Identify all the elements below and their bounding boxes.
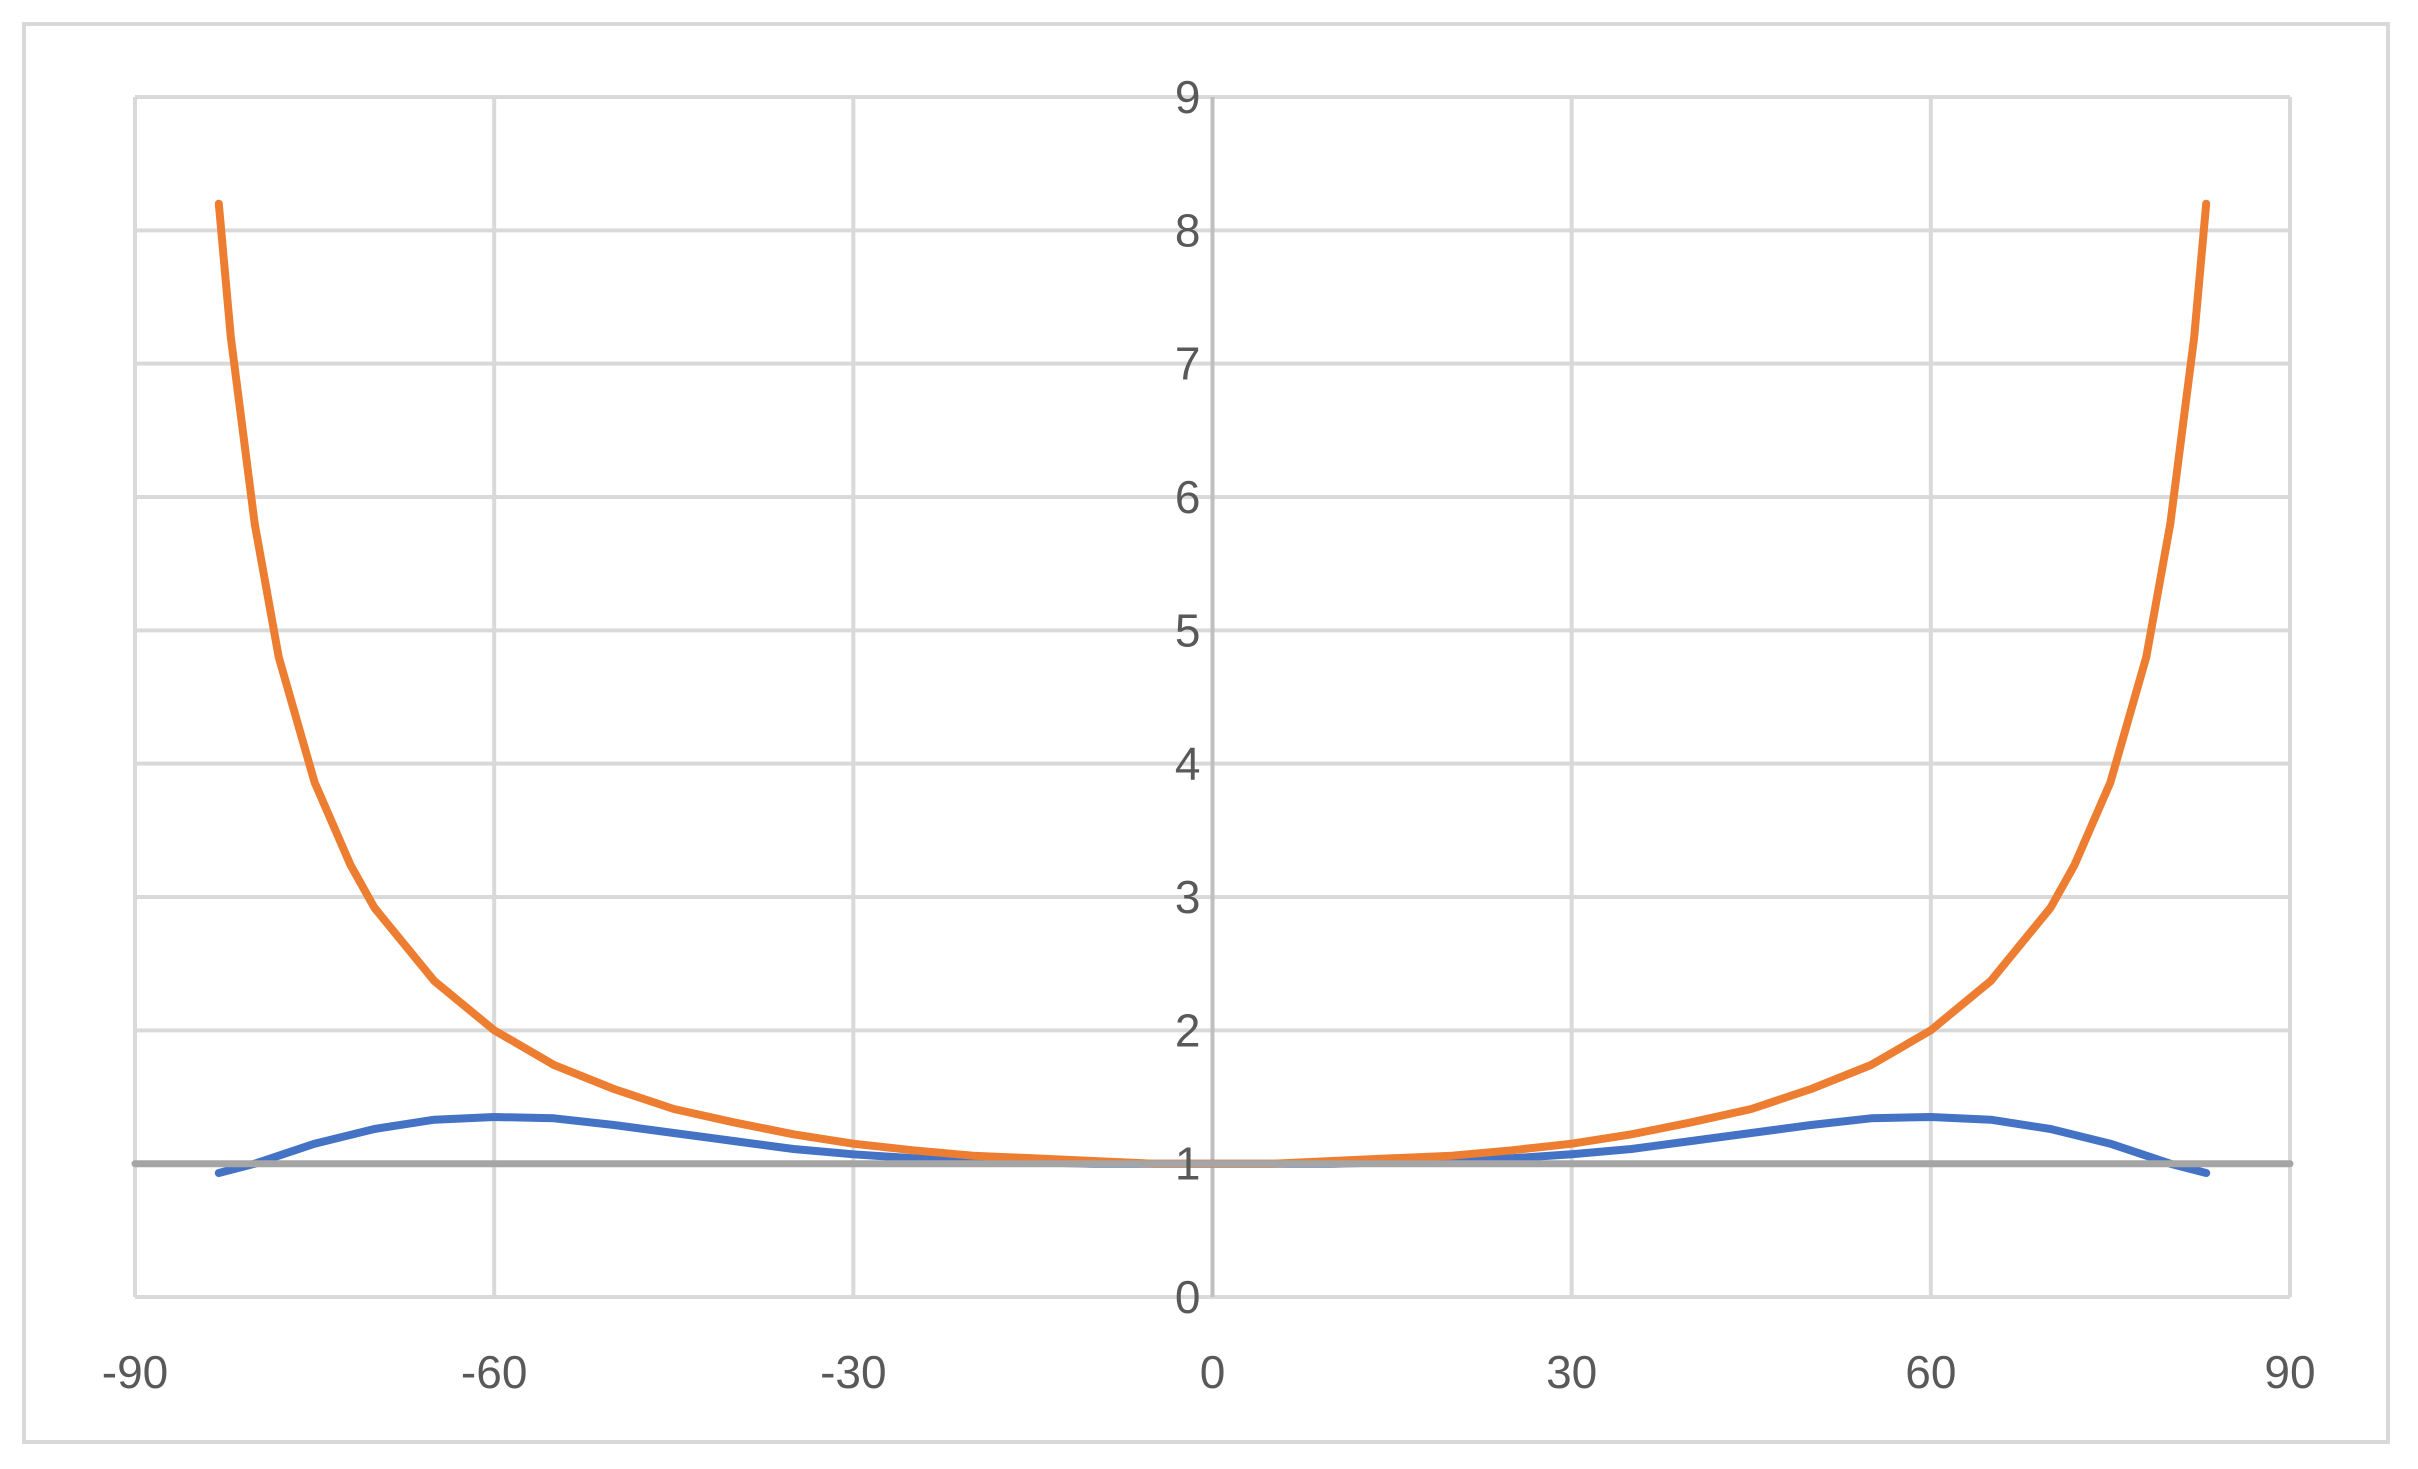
x-tick-label: 90 bbox=[2264, 1346, 2315, 1398]
x-tick-label: 30 bbox=[1546, 1346, 1597, 1398]
y-tick-label: 9 bbox=[1175, 71, 1201, 123]
y-tick-label: 2 bbox=[1175, 1004, 1201, 1056]
x-tick-label: -60 bbox=[461, 1346, 527, 1398]
y-tick-label: 6 bbox=[1175, 471, 1201, 523]
y-tick-label: 5 bbox=[1175, 604, 1201, 656]
y-tick-label: 7 bbox=[1175, 338, 1201, 390]
y-tick-label: 8 bbox=[1175, 204, 1201, 256]
y-tick-label: 0 bbox=[1175, 1271, 1201, 1323]
x-tick-label: -90 bbox=[102, 1346, 168, 1398]
y-tick-label: 4 bbox=[1175, 738, 1201, 790]
x-axis-tick-labels: -90 -60 -30 0 30 60 90 bbox=[102, 1346, 2316, 1398]
series-lines bbox=[131, 199, 2294, 1177]
y-axis-tick-labels: 0 1 2 3 4 5 6 7 8 9 bbox=[1175, 71, 1201, 1323]
y-tick-label: 1 bbox=[1175, 1138, 1201, 1190]
y-tick-label: 3 bbox=[1175, 871, 1201, 923]
x-tick-label: 0 bbox=[1200, 1346, 1226, 1398]
x-tick-label: -30 bbox=[820, 1346, 886, 1398]
x-tick-label: 60 bbox=[1905, 1346, 1956, 1398]
chart-frame bbox=[22, 22, 2390, 1444]
